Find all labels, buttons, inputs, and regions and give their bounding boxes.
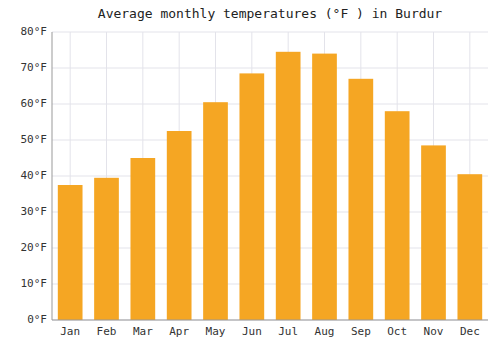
x-tick-label: Sep (351, 325, 371, 338)
y-tick-label: 50°F (21, 133, 48, 146)
y-tick-label: 20°F (21, 241, 48, 254)
bar (457, 174, 482, 320)
x-tick-label: Mar (133, 325, 153, 338)
y-tick-label: 60°F (21, 97, 48, 110)
y-tick-label: 0°F (27, 313, 47, 326)
x-tick-label: Jul (278, 325, 298, 338)
bars (58, 52, 482, 320)
y-tick-label: 10°F (21, 277, 48, 290)
bar (130, 158, 155, 320)
bar (167, 131, 192, 320)
y-tick-label: 70°F (21, 61, 48, 74)
bar (58, 185, 83, 320)
y-grid-line (52, 140, 488, 141)
x-tick-label: Jan (60, 325, 80, 338)
bar (421, 145, 446, 320)
bar (239, 73, 264, 320)
x-tick-label: May (206, 325, 226, 338)
x-tick-label: Apr (169, 325, 189, 338)
y-grid-line (52, 320, 488, 321)
x-tick-label: Nov (424, 325, 444, 338)
bar (348, 79, 373, 320)
y-tick-label: 40°F (21, 169, 48, 182)
bar (203, 102, 228, 320)
bar (312, 54, 337, 320)
x-tick-label: Jun (242, 325, 262, 338)
bar (276, 52, 301, 320)
x-tick-label: Feb (97, 325, 117, 338)
y-grid-line (52, 68, 488, 69)
x-tick-label: Oct (387, 325, 407, 338)
x-tick-label: Dec (460, 325, 480, 338)
grid (52, 32, 488, 320)
bar (385, 111, 410, 320)
chart: 0°F 10°F 20°F 30°F 40°F 50°F 60°F 70°F 80°F Jan Fe… (0, 0, 500, 350)
y-tick-label: 30°F (21, 205, 48, 218)
title: Average monthly temperatures (°F ) in Bu… (98, 6, 443, 21)
y-axis-line (52, 32, 53, 320)
x-axis-line (52, 320, 488, 321)
y-grid-line (52, 32, 488, 33)
y-tick-label: 80°F (21, 25, 48, 38)
x-tick-label: Aug (315, 325, 335, 338)
bar (94, 178, 119, 320)
y-grid-line (52, 104, 488, 105)
